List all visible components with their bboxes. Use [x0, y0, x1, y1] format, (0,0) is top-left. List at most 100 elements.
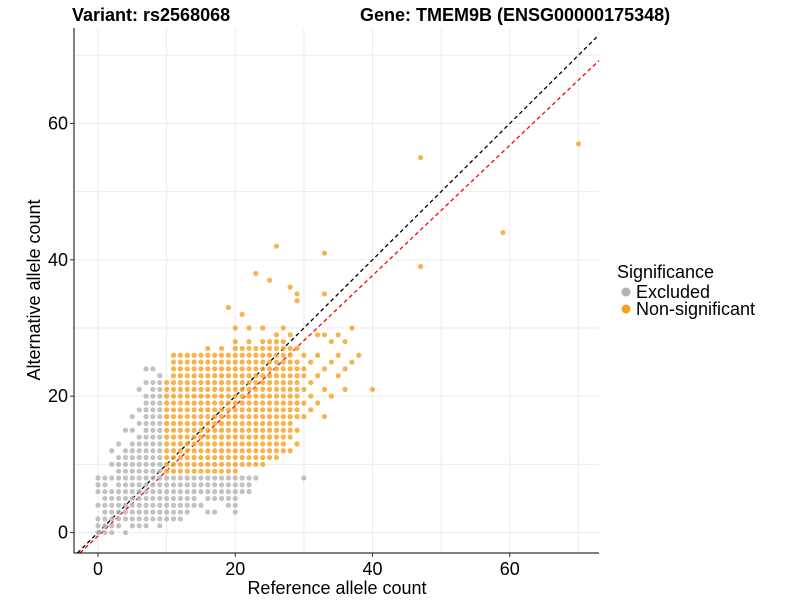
data-point [294, 366, 300, 372]
data-point [266, 277, 273, 283]
data-point [116, 516, 122, 522]
data-point [170, 366, 177, 372]
data-point [143, 523, 149, 529]
data-point [198, 475, 204, 481]
data-point [294, 298, 300, 304]
data-point [170, 400, 177, 406]
data-point [253, 414, 259, 420]
data-point [335, 352, 341, 358]
data-point [150, 468, 156, 474]
data-point [184, 509, 190, 515]
data-point [170, 509, 177, 515]
data-point [301, 366, 307, 372]
data-point [157, 516, 163, 522]
data-point [143, 475, 149, 481]
data-point [315, 400, 321, 406]
data-point [225, 400, 232, 406]
data-point [102, 495, 108, 502]
data-point [143, 407, 149, 413]
data-point [239, 427, 245, 433]
data-point [205, 414, 211, 420]
data-point [280, 366, 286, 372]
data-point [218, 475, 225, 481]
data-point [273, 345, 280, 352]
data-point [177, 407, 183, 413]
data-point [177, 386, 183, 392]
data-point [177, 379, 183, 386]
grid-lines [74, 28, 599, 553]
data-point [191, 475, 197, 481]
data-point [260, 461, 266, 467]
data-point [198, 366, 204, 372]
data-point [143, 482, 149, 488]
data-point [321, 366, 328, 372]
data-point [280, 400, 286, 406]
data-point [164, 489, 170, 495]
data-point [95, 529, 101, 536]
data-point [239, 373, 245, 379]
data-point [260, 339, 266, 345]
data-point [184, 495, 190, 502]
data-point [198, 393, 204, 399]
data-point [170, 407, 177, 413]
data-point [102, 502, 108, 508]
data-point [253, 393, 259, 399]
data-point [191, 468, 197, 474]
data-point [191, 373, 197, 379]
data-point [205, 468, 211, 474]
data-point [136, 407, 142, 413]
data-point [191, 393, 197, 399]
data-point [280, 339, 286, 345]
data-point [184, 482, 190, 488]
data-point [232, 379, 238, 386]
data-point [218, 489, 225, 495]
data-point [136, 475, 142, 481]
data-point [260, 373, 266, 379]
data-point [129, 448, 135, 454]
data-point [246, 393, 252, 399]
data-point [239, 407, 245, 413]
data-point [246, 407, 252, 413]
data-point [136, 454, 142, 461]
data-point [239, 420, 245, 427]
data-point [170, 475, 177, 481]
data-point [246, 420, 252, 427]
legend: Significance Excluded Non-significant [617, 262, 755, 319]
data-point [287, 400, 293, 406]
data-point [143, 434, 149, 440]
data-point [266, 352, 273, 358]
data-point [232, 427, 238, 433]
data-point [266, 434, 273, 440]
data-point [273, 454, 280, 461]
data-point [301, 400, 307, 406]
data-point [205, 393, 211, 399]
data-point [191, 461, 197, 467]
data-point [232, 420, 238, 427]
data-point [136, 509, 142, 515]
data-point [287, 386, 293, 392]
data-point [170, 373, 177, 379]
data-point [246, 386, 252, 392]
data-point [191, 502, 197, 508]
data-point [95, 482, 101, 488]
data-point [164, 461, 170, 467]
data-point [184, 359, 190, 365]
data-point [143, 502, 149, 508]
data-point [218, 379, 225, 386]
data-point [184, 441, 190, 447]
data-point [95, 502, 101, 508]
data-point [260, 379, 266, 386]
data-point [136, 495, 142, 502]
data-point [177, 495, 183, 502]
data-point [239, 475, 245, 481]
data-point [109, 529, 115, 536]
data-point [315, 352, 321, 358]
data-point [212, 352, 218, 358]
data-point [212, 468, 218, 474]
legend-swatch-non-significant [621, 304, 631, 314]
data-point [102, 509, 108, 515]
data-point [136, 502, 142, 508]
data-point [273, 393, 280, 399]
data-point [280, 379, 286, 386]
data-point [212, 475, 218, 481]
